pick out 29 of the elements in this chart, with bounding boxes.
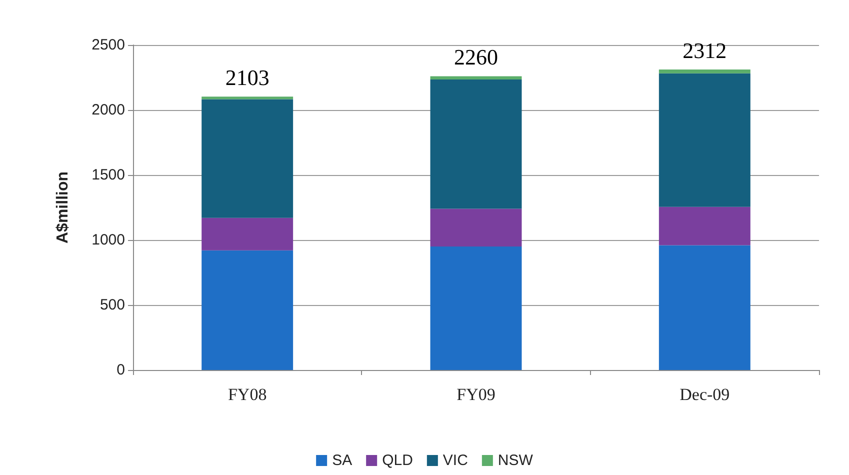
legend-label: QLD <box>382 452 414 469</box>
legend-label: NSW <box>498 452 534 469</box>
bar <box>430 79 522 209</box>
total-label: 2103 <box>225 65 270 90</box>
bar <box>658 206 750 246</box>
legend-label: VIC <box>442 452 468 469</box>
y-tick-label: 500 <box>100 296 125 314</box>
bar <box>202 250 294 370</box>
bar <box>202 96 294 100</box>
y-tick-label: 1000 <box>92 232 125 248</box>
x-tick-label: FY09 <box>456 385 496 404</box>
x-tick-label: FY08 <box>228 385 267 404</box>
bar <box>658 245 750 370</box>
total-label: 2260 <box>454 44 498 70</box>
bar <box>430 246 522 370</box>
bar <box>430 76 522 80</box>
y-axis-title: A$million <box>54 171 72 244</box>
total-label: 2312 <box>682 38 727 63</box>
bar <box>430 208 522 246</box>
y-tick-label: 2000 <box>92 102 125 118</box>
x-tick-label: Dec-09 <box>680 385 730 404</box>
y-tick-label: 1500 <box>92 166 125 184</box>
bar <box>202 99 294 218</box>
bar <box>658 73 750 207</box>
legend-label: SA <box>332 452 352 469</box>
y-tick-label: 0 <box>116 362 125 378</box>
bar <box>202 218 294 250</box>
y-tick-label: 2500 <box>92 36 125 54</box>
bar <box>658 69 750 74</box>
